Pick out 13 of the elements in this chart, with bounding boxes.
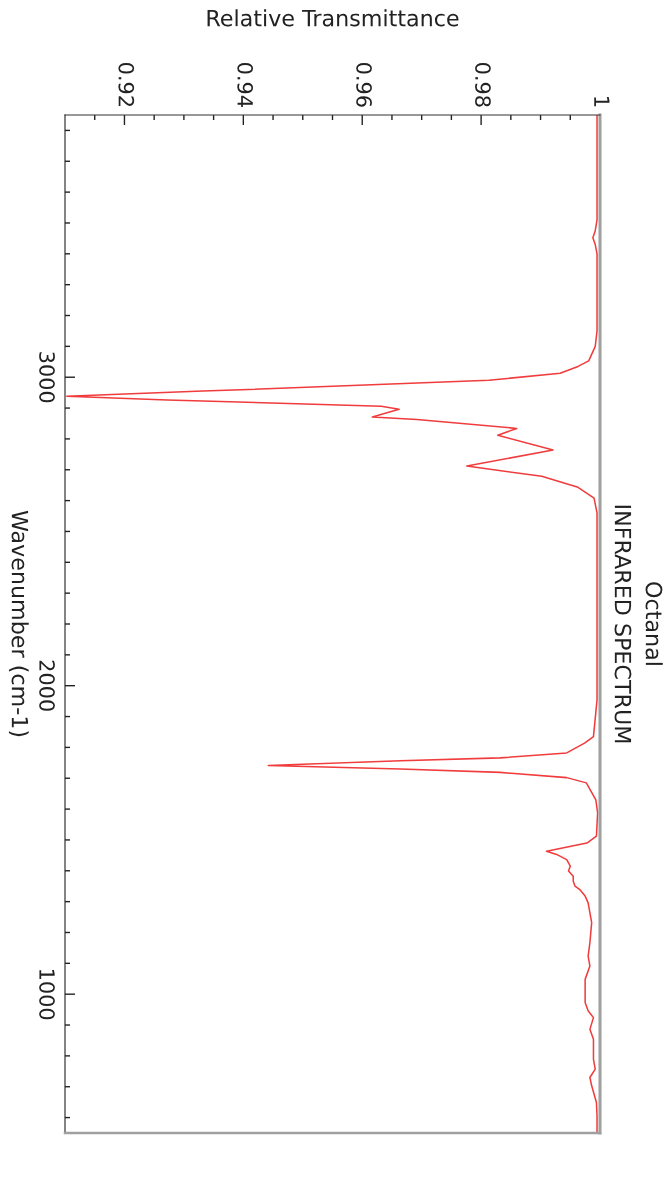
- y-tick-label: 3000: [39, 352, 55, 403]
- text: INFRARED SPECTRUM: [614, 505, 632, 743]
- x-tick-label: 0.94: [237, 63, 254, 107]
- x-tick-label: 1: [594, 97, 610, 107]
- x-tick-label: 0.98: [475, 63, 491, 107]
- x-tick-label: 0.96: [356, 63, 372, 107]
- x-tick-label: 0.92: [118, 63, 135, 106]
- y-axis-title: Wavenumber (cm-1): [8, 510, 29, 737]
- y-tick-label: 2000: [39, 660, 55, 711]
- x-axis-title: Relative Transmittance: [207, 9, 459, 27]
- line-series: [66, 115, 599, 1133]
- text: Octanal: [645, 582, 663, 665]
- y-tick-label: 1000: [39, 969, 55, 1020]
